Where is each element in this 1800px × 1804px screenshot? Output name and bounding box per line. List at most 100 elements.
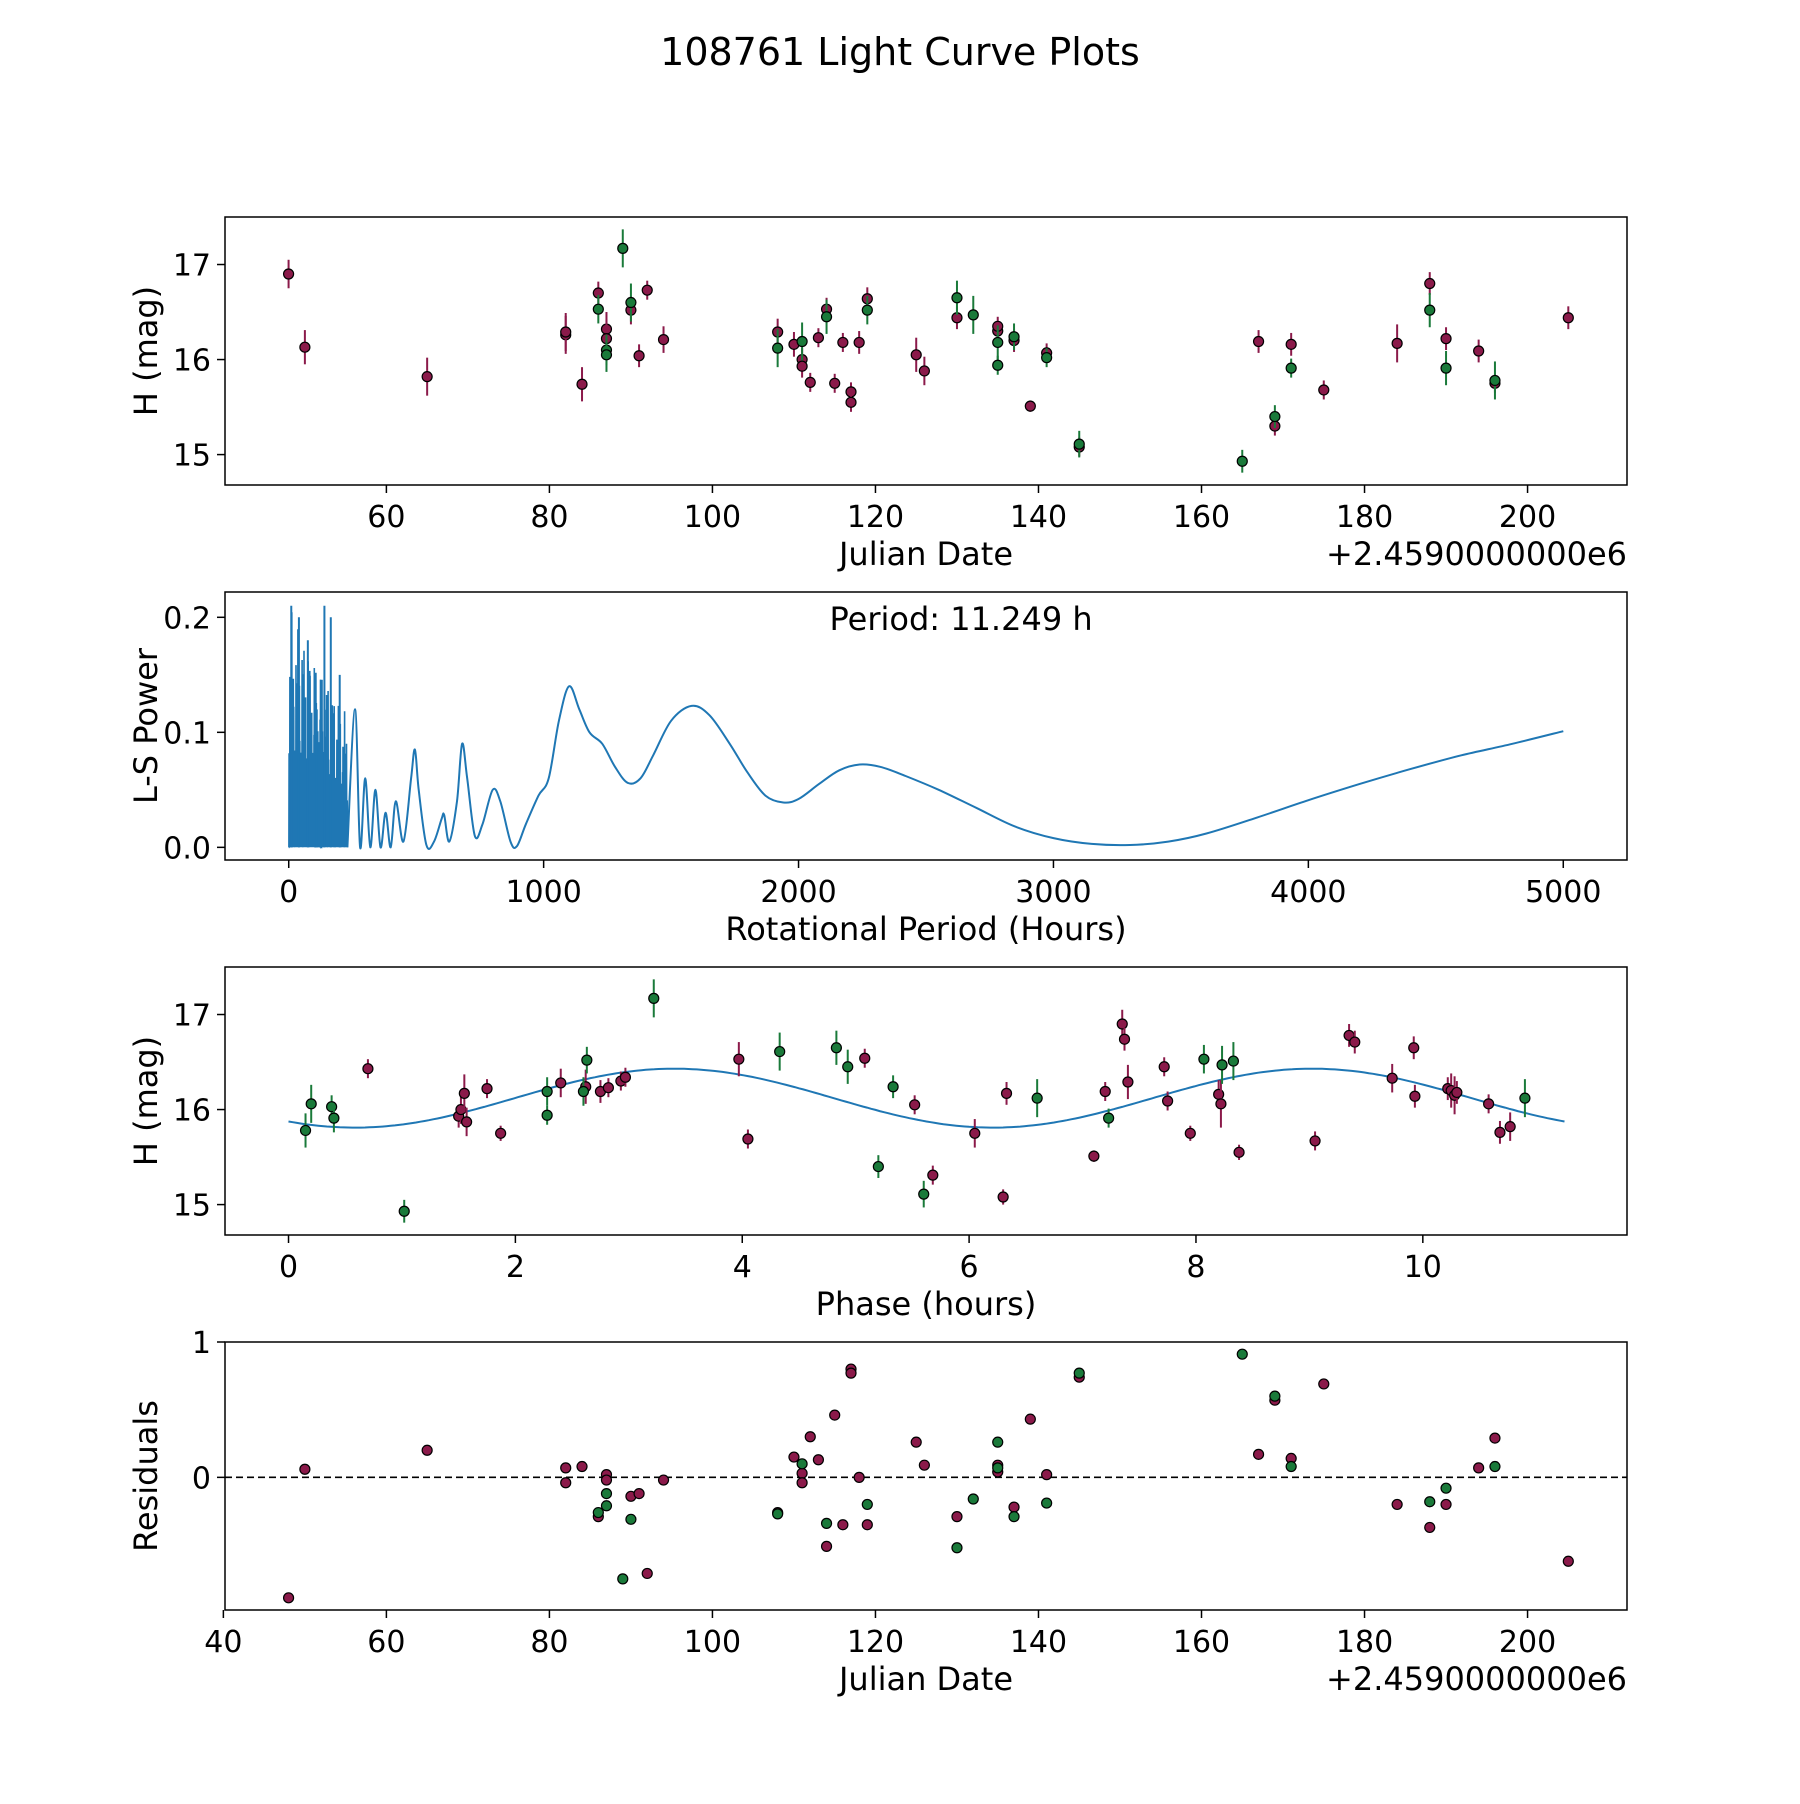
green-data-point: [1103, 1112, 1115, 1124]
x-offset-label: +2.4590000000e6: [1326, 535, 1627, 573]
green-data-point: [1236, 455, 1248, 467]
x-tick-label: 0: [279, 1250, 298, 1285]
y-tick-label: 0.2: [163, 601, 211, 636]
red-data-point: [299, 1463, 311, 1475]
green-data-point: [872, 1160, 884, 1173]
green-data-point: [326, 1101, 338, 1113]
red-data-point: [458, 1087, 470, 1099]
red-data-point: [1215, 1098, 1227, 1110]
axes-frame: [224, 216, 1628, 486]
red-data-point: [997, 1191, 1009, 1203]
green-data-point: [1073, 438, 1085, 450]
green-data-point: [1519, 1092, 1531, 1104]
red-data-point: [1233, 1146, 1245, 1158]
green-data-point: [1073, 1367, 1085, 1379]
periodogram-dense-region: [288, 612, 349, 849]
axes-frame: [224, 1341, 1628, 1611]
red-data-point: [600, 1474, 613, 1486]
red-data-point: [657, 333, 670, 346]
red-data-point: [812, 1454, 825, 1466]
green-data-point: [328, 1112, 340, 1124]
red-data-point: [461, 1116, 473, 1128]
red-data-point: [282, 1592, 295, 1604]
red-data-point: [641, 1567, 653, 1580]
red-data-point: [804, 376, 816, 388]
red-data-point: [1504, 1121, 1516, 1133]
red-data-point: [299, 341, 311, 353]
green-data-point: [648, 992, 660, 1004]
red-data-point: [560, 1477, 572, 1489]
period-annotation: Period: 11.249 h: [829, 600, 1092, 638]
green-data-point: [967, 309, 979, 321]
red-data-point: [1158, 1061, 1170, 1073]
red-data-point: [1252, 335, 1265, 348]
x-tick-label: 100: [684, 500, 741, 535]
red-data-point: [421, 1444, 433, 1456]
green-data-point: [1008, 331, 1020, 343]
green-data-point: [842, 1061, 854, 1073]
red-data-point: [1424, 277, 1436, 290]
red-data-point: [788, 1451, 800, 1463]
red-data-point: [796, 360, 808, 372]
red-data-point: [829, 1409, 841, 1421]
axes-frame: [224, 966, 1628, 1236]
green-data-point: [951, 292, 963, 304]
green-data-point: [1285, 1460, 1297, 1473]
green-data-point: [992, 1462, 1004, 1474]
red-data-point: [1099, 1085, 1111, 1098]
x-tick-label: 2: [506, 1250, 525, 1285]
red-data-point: [1562, 312, 1574, 324]
x-tick-label: 140: [1010, 500, 1067, 535]
red-data-point: [555, 1077, 567, 1089]
y-tick-label: 0.1: [163, 716, 211, 751]
red-data-point: [633, 350, 645, 362]
x-tick-label: 1000: [505, 875, 581, 910]
red-data-point: [362, 1063, 374, 1075]
x-tick-label: 40: [204, 1625, 242, 1660]
red-data-point: [1424, 1521, 1436, 1534]
red-data-point: [1386, 1072, 1398, 1084]
red-data-point: [796, 1467, 808, 1479]
x-tick-label: 4: [733, 1250, 752, 1285]
green-data-point: [1269, 1390, 1281, 1402]
y-tick-label: 0: [192, 1461, 211, 1496]
x-axis-label: Julian Date: [837, 535, 1013, 573]
red-data-point: [969, 1127, 981, 1139]
red-data-point: [602, 1082, 614, 1094]
red-data-point: [1184, 1127, 1196, 1139]
green-data-point: [299, 1124, 312, 1137]
green-data-point: [305, 1098, 317, 1110]
green-data-point: [918, 1188, 930, 1200]
red-data-point: [845, 1367, 857, 1379]
y-tick-label: 16: [173, 344, 211, 379]
red-data-point: [1285, 338, 1297, 350]
red-data-point: [1024, 1413, 1036, 1425]
red-data-point: [560, 1462, 572, 1474]
red-data-point: [909, 1099, 921, 1111]
red-data-point: [853, 336, 865, 349]
x-tick-label: 80: [530, 500, 568, 535]
x-axis-label: Julian Date: [837, 1660, 1013, 1698]
green-data-point: [1440, 362, 1452, 374]
y-tick-label: 1: [192, 1326, 211, 1361]
red-data-point: [1494, 1126, 1506, 1138]
red-data-point: [641, 284, 653, 296]
red-data-point: [1116, 1018, 1128, 1030]
red-data-point: [619, 1071, 632, 1083]
green-data-point: [830, 1042, 842, 1054]
x-tick-label: 160: [1173, 500, 1230, 535]
green-data-point: [1440, 1482, 1452, 1494]
red-data-point: [1440, 333, 1452, 345]
red-data-point: [918, 365, 930, 377]
green-data-point: [967, 1493, 979, 1505]
red-data-point: [1391, 337, 1403, 349]
red-data-point: [657, 1474, 670, 1486]
green-data-point: [1269, 410, 1281, 423]
red-data-point: [837, 336, 849, 349]
y-axis-label: L-S Power: [127, 647, 165, 804]
red-data-point: [853, 1471, 865, 1483]
y-tick-label: 17: [173, 999, 211, 1034]
red-data-point: [1000, 1087, 1013, 1099]
red-data-point: [1252, 1448, 1265, 1460]
x-tick-label: 4000: [1270, 875, 1346, 910]
